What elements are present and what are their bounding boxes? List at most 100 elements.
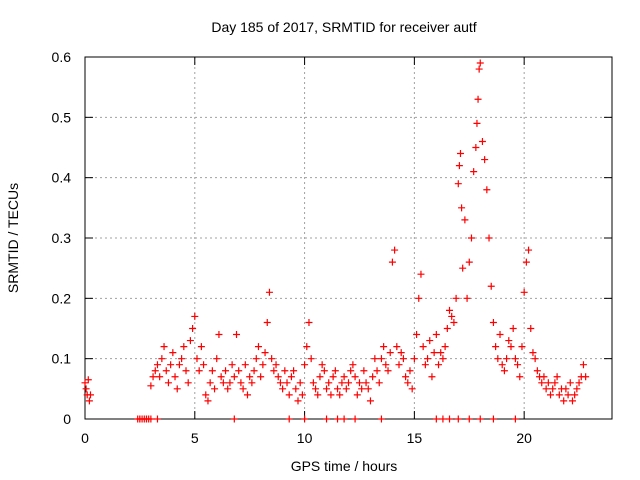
data-point bbox=[147, 382, 155, 390]
data-point bbox=[375, 379, 383, 387]
data-point bbox=[507, 343, 515, 351]
data-point bbox=[566, 379, 574, 387]
data-point bbox=[85, 397, 93, 405]
data-point bbox=[562, 385, 570, 393]
data-point bbox=[180, 343, 188, 351]
data-point bbox=[474, 95, 482, 103]
data-point bbox=[250, 367, 258, 375]
data-point bbox=[195, 367, 203, 375]
data-point bbox=[292, 385, 300, 393]
data-point bbox=[191, 312, 199, 320]
data-point bbox=[505, 337, 513, 345]
data-point bbox=[254, 343, 262, 351]
data-point bbox=[84, 376, 92, 384]
data-point bbox=[509, 325, 517, 332]
data-point bbox=[579, 361, 587, 369]
data-point bbox=[338, 379, 346, 387]
data-point bbox=[582, 373, 590, 381]
data-point bbox=[384, 367, 392, 375]
x-axis-label: GPS time / hours bbox=[291, 458, 398, 474]
data-point bbox=[430, 349, 438, 357]
data-point bbox=[241, 361, 249, 369]
data-point bbox=[296, 379, 304, 387]
data-point bbox=[320, 367, 328, 375]
data-point bbox=[153, 361, 161, 369]
data-point bbox=[544, 379, 552, 387]
data-point bbox=[215, 331, 223, 339]
data-point bbox=[551, 379, 559, 387]
data-point bbox=[476, 59, 484, 67]
data-points bbox=[81, 59, 590, 423]
data-point bbox=[136, 415, 144, 423]
data-point bbox=[455, 162, 463, 170]
data-point bbox=[432, 415, 440, 423]
data-point bbox=[230, 373, 238, 381]
data-point bbox=[494, 355, 502, 363]
data-point bbox=[160, 343, 168, 351]
data-point bbox=[175, 361, 183, 369]
data-point bbox=[274, 373, 282, 381]
data-point bbox=[496, 331, 504, 339]
data-point bbox=[200, 361, 208, 369]
data-point bbox=[261, 349, 269, 357]
data-point bbox=[478, 137, 486, 145]
data-point bbox=[301, 361, 309, 369]
y-tick-label: 0.6 bbox=[52, 49, 72, 65]
data-point bbox=[511, 355, 519, 363]
data-point bbox=[489, 318, 497, 326]
y-tick-label: 0.2 bbox=[52, 290, 72, 306]
data-point bbox=[149, 373, 157, 381]
data-point bbox=[575, 379, 583, 387]
data-point bbox=[235, 367, 243, 375]
data-point bbox=[437, 349, 445, 357]
data-point bbox=[475, 65, 483, 73]
data-point bbox=[531, 355, 539, 363]
data-point bbox=[520, 288, 528, 296]
data-point bbox=[426, 337, 434, 345]
data-point bbox=[272, 361, 280, 369]
data-point bbox=[285, 391, 293, 399]
data-point bbox=[334, 385, 342, 393]
data-point bbox=[340, 373, 348, 381]
data-point bbox=[498, 361, 506, 369]
data-point bbox=[323, 415, 331, 423]
data-point bbox=[472, 144, 480, 151]
data-point bbox=[377, 355, 385, 363]
grid bbox=[85, 57, 612, 419]
data-point bbox=[287, 373, 295, 381]
data-point bbox=[406, 367, 414, 375]
data-point bbox=[441, 343, 449, 351]
data-point bbox=[347, 367, 355, 375]
data-point bbox=[279, 385, 287, 393]
data-point bbox=[358, 385, 366, 393]
data-point bbox=[410, 355, 418, 363]
data-point bbox=[156, 373, 164, 381]
data-point bbox=[222, 367, 230, 375]
data-point bbox=[369, 373, 377, 381]
data-point bbox=[408, 385, 416, 393]
data-point bbox=[364, 385, 372, 393]
data-point bbox=[325, 379, 333, 387]
data-point bbox=[334, 415, 342, 423]
data-point bbox=[533, 367, 541, 375]
data-point bbox=[219, 379, 227, 387]
data-point bbox=[189, 325, 197, 332]
data-point bbox=[309, 379, 317, 387]
data-point bbox=[268, 355, 276, 363]
data-point bbox=[481, 156, 489, 164]
data-point bbox=[213, 355, 221, 363]
data-point bbox=[428, 373, 436, 381]
data-point bbox=[463, 294, 471, 302]
axes bbox=[84, 56, 613, 420]
data-point bbox=[529, 349, 537, 357]
data-point bbox=[307, 355, 315, 363]
data-point bbox=[467, 234, 475, 242]
data-point bbox=[465, 258, 473, 266]
data-point bbox=[560, 397, 568, 405]
data-point bbox=[527, 325, 535, 332]
data-point bbox=[485, 234, 493, 242]
data-point bbox=[226, 379, 234, 387]
data-point bbox=[450, 318, 458, 326]
data-point bbox=[413, 331, 421, 339]
data-point bbox=[246, 373, 254, 381]
